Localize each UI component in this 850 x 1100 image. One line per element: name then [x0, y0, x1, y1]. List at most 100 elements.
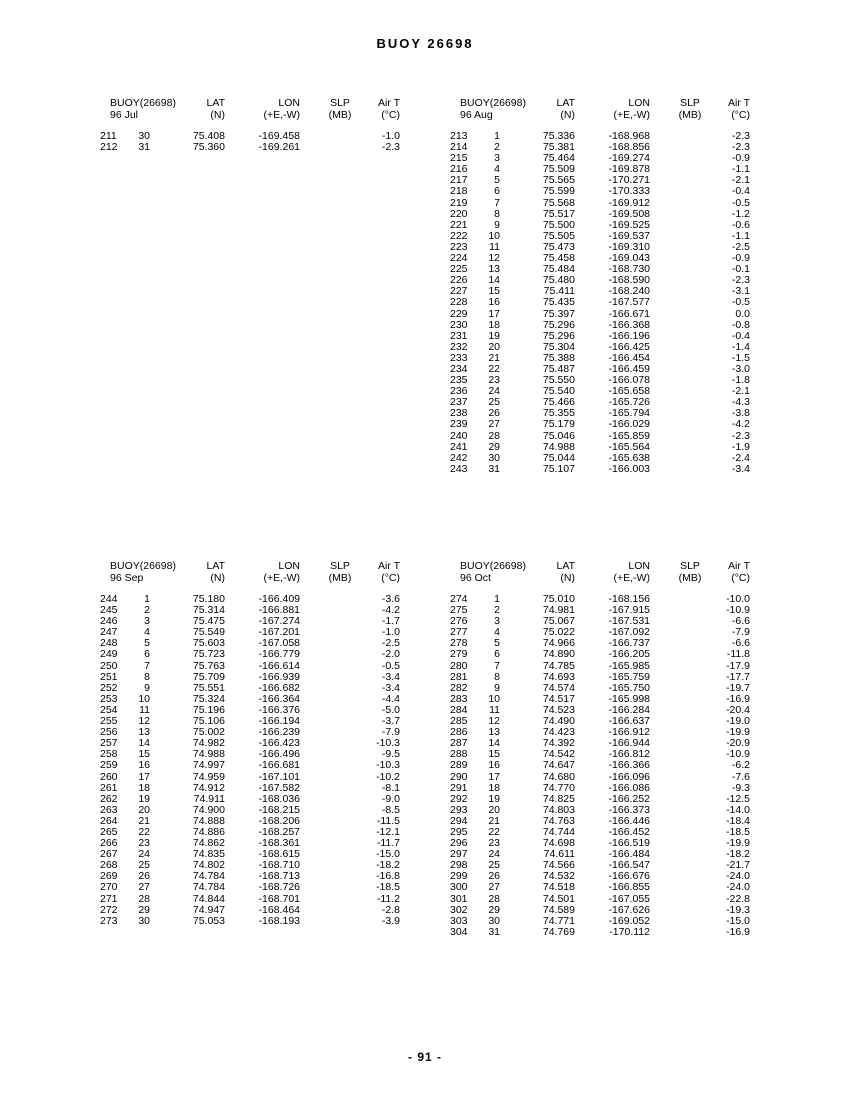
- air-temperature-cell: -0.5: [731, 196, 750, 209]
- day-of-month-cell: 6: [494, 185, 500, 198]
- table-row: 291 18 74.770 -166.086 -9.3: [450, 782, 750, 794]
- air-temperature-cell: -3.4: [731, 462, 750, 475]
- day-of-month-cell: 16: [488, 296, 500, 309]
- longitude-cell: -166.373: [608, 803, 650, 816]
- year-day-cell: 213: [450, 130, 468, 142]
- air-temperature-cell: -12.5: [726, 792, 750, 805]
- day-of-month-cell: 30: [488, 914, 500, 927]
- air-temperature-cell: -0.9: [731, 252, 750, 265]
- table-row: 282 9 74.574 -165.750 -19.7: [450, 681, 750, 694]
- air-temperature-cell: -0.8: [731, 318, 750, 331]
- day-of-month-cell: 1: [494, 593, 500, 605]
- latitude-cell: 75.106: [192, 715, 225, 728]
- latitude-cell: 74.785: [542, 659, 575, 672]
- latitude-cell: 74.900: [192, 803, 225, 816]
- header-slp: SLP: [330, 560, 350, 572]
- latitude-cell: 74.611: [543, 848, 575, 861]
- year-day-cell: 259: [100, 759, 118, 772]
- latitude-cell: 75.603: [192, 637, 225, 650]
- longitude-cell: -166.614: [258, 659, 300, 672]
- day-of-month-cell: 24: [138, 848, 150, 861]
- year-day-cell: 234: [450, 362, 468, 375]
- header-airt: Air T: [378, 97, 400, 109]
- table-row: 295 22 74.744 -166.452 -18.5: [450, 826, 750, 838]
- year-day-cell: 237: [450, 396, 468, 409]
- table-row: 265 22 74.886 -168.257 -12.1: [100, 825, 400, 838]
- air-temperature-cell: -0.6: [731, 218, 750, 231]
- year-day-cell: 282: [450, 681, 468, 694]
- table-row: 252 9 75.551 -166.682 -3.4: [100, 682, 400, 694]
- year-day-cell: 223: [450, 240, 468, 253]
- table-row: 227 15 75.411 -168.240 -3.1: [450, 286, 750, 297]
- longitude-cell: -166.003: [608, 462, 650, 475]
- year-day-cell: 263: [100, 803, 118, 816]
- day-of-month-cell: 21: [488, 814, 500, 827]
- longitude-cell: -168.156: [608, 593, 650, 605]
- latitude-cell: 74.763: [542, 814, 575, 827]
- year-day-cell: 262: [100, 792, 118, 805]
- air-temperature-cell: -10.3: [376, 737, 400, 750]
- header-lon-unit: (+E,-W): [613, 109, 650, 121]
- year-day-cell: 232: [450, 340, 468, 353]
- year-day-cell: 224: [450, 252, 468, 265]
- day-of-month-cell: 30: [138, 914, 150, 927]
- latitude-cell: 75.360: [192, 141, 225, 154]
- air-temperature-cell: -2.1: [731, 385, 750, 398]
- day-of-month-cell: 1: [144, 593, 150, 605]
- header-lat: LAT: [206, 560, 225, 572]
- header-lat-unit: (N): [210, 572, 225, 584]
- latitude-cell: 74.680: [542, 770, 575, 783]
- air-temperature-cell: -1.0: [381, 626, 400, 639]
- air-temperature-cell: -20.9: [726, 737, 750, 750]
- day-of-month-cell: 21: [138, 814, 150, 827]
- table-row: 216 4 75.509 -169.878 -1.1: [450, 164, 750, 175]
- air-temperature-cell: -24.0: [726, 881, 750, 894]
- longitude-cell: -165.859: [608, 429, 650, 442]
- header-airt: Air T: [378, 560, 400, 572]
- table-row: 277 4 75.022 -167.092 -7.9: [450, 627, 750, 638]
- air-temperature-cell: -8.1: [381, 781, 400, 794]
- year-day-cell: 299: [450, 870, 468, 883]
- latitude-cell: 74.890: [542, 648, 575, 661]
- day-of-month-cell: 13: [488, 726, 500, 739]
- table-row: 260 17 74.959 -167.101 -10.2: [100, 771, 400, 783]
- header-slp-unit: (MB): [678, 109, 702, 121]
- day-of-month-cell: 25: [488, 396, 500, 409]
- day-of-month-cell: 23: [138, 837, 150, 850]
- year-day-cell: 301: [450, 892, 468, 905]
- latitude-cell: 75.709: [192, 670, 225, 683]
- header-buoy: BUOY(26698): [460, 560, 526, 572]
- header-lat: LAT: [556, 560, 575, 572]
- air-temperature-cell: -5.0: [381, 703, 400, 716]
- longitude-cell: -166.912: [608, 726, 650, 739]
- latitude-cell: 75.314: [192, 604, 225, 617]
- latitude-cell: 74.947: [192, 903, 225, 916]
- air-temperature-cell: -18.2: [726, 848, 750, 861]
- longitude-cell: -166.409: [258, 593, 300, 605]
- latitude-cell: 74.490: [542, 715, 575, 728]
- year-day-cell: 284: [450, 703, 468, 716]
- longitude-cell: -167.577: [608, 296, 650, 309]
- table-row: 237 25 75.466 -165.726 -4.3: [450, 397, 750, 408]
- latitude-cell: 75.568: [542, 196, 575, 209]
- latitude-cell: 75.053: [192, 914, 225, 927]
- air-temperature-cell: -1.2: [731, 207, 750, 220]
- latitude-cell: 74.698: [542, 837, 575, 850]
- latitude-cell: 75.355: [542, 407, 575, 420]
- longitude-cell: -166.671: [608, 307, 650, 320]
- longitude-cell: -169.043: [608, 252, 650, 265]
- table-row: 228 16 75.435 -167.577 -0.5: [450, 297, 750, 308]
- header-slp-unit: (MB): [328, 109, 352, 121]
- latitude-cell: 74.862: [192, 837, 225, 850]
- air-temperature-cell: -11.8: [726, 648, 750, 661]
- table-row: 211 30 75.408 -169.458 -1.0: [100, 130, 400, 142]
- year-day-cell: 254: [100, 703, 118, 716]
- year-day-cell: 265: [100, 825, 118, 838]
- table-row: 246 3 75.475 -167.274 -1.7: [100, 616, 400, 627]
- year-day-cell: 217: [450, 174, 468, 187]
- table-jul: BUOY(26698) 96 Jul LAT (N) LON (+E,-W) SLP (MB)…: [100, 97, 400, 153]
- table-row: 225 13 75.484 -168.730 -0.1: [450, 264, 750, 275]
- table-row: 278 5 74.966 -166.737 -6.6: [450, 638, 750, 649]
- header-slp-unit: (MB): [328, 572, 352, 584]
- day-of-month-cell: 28: [138, 892, 150, 905]
